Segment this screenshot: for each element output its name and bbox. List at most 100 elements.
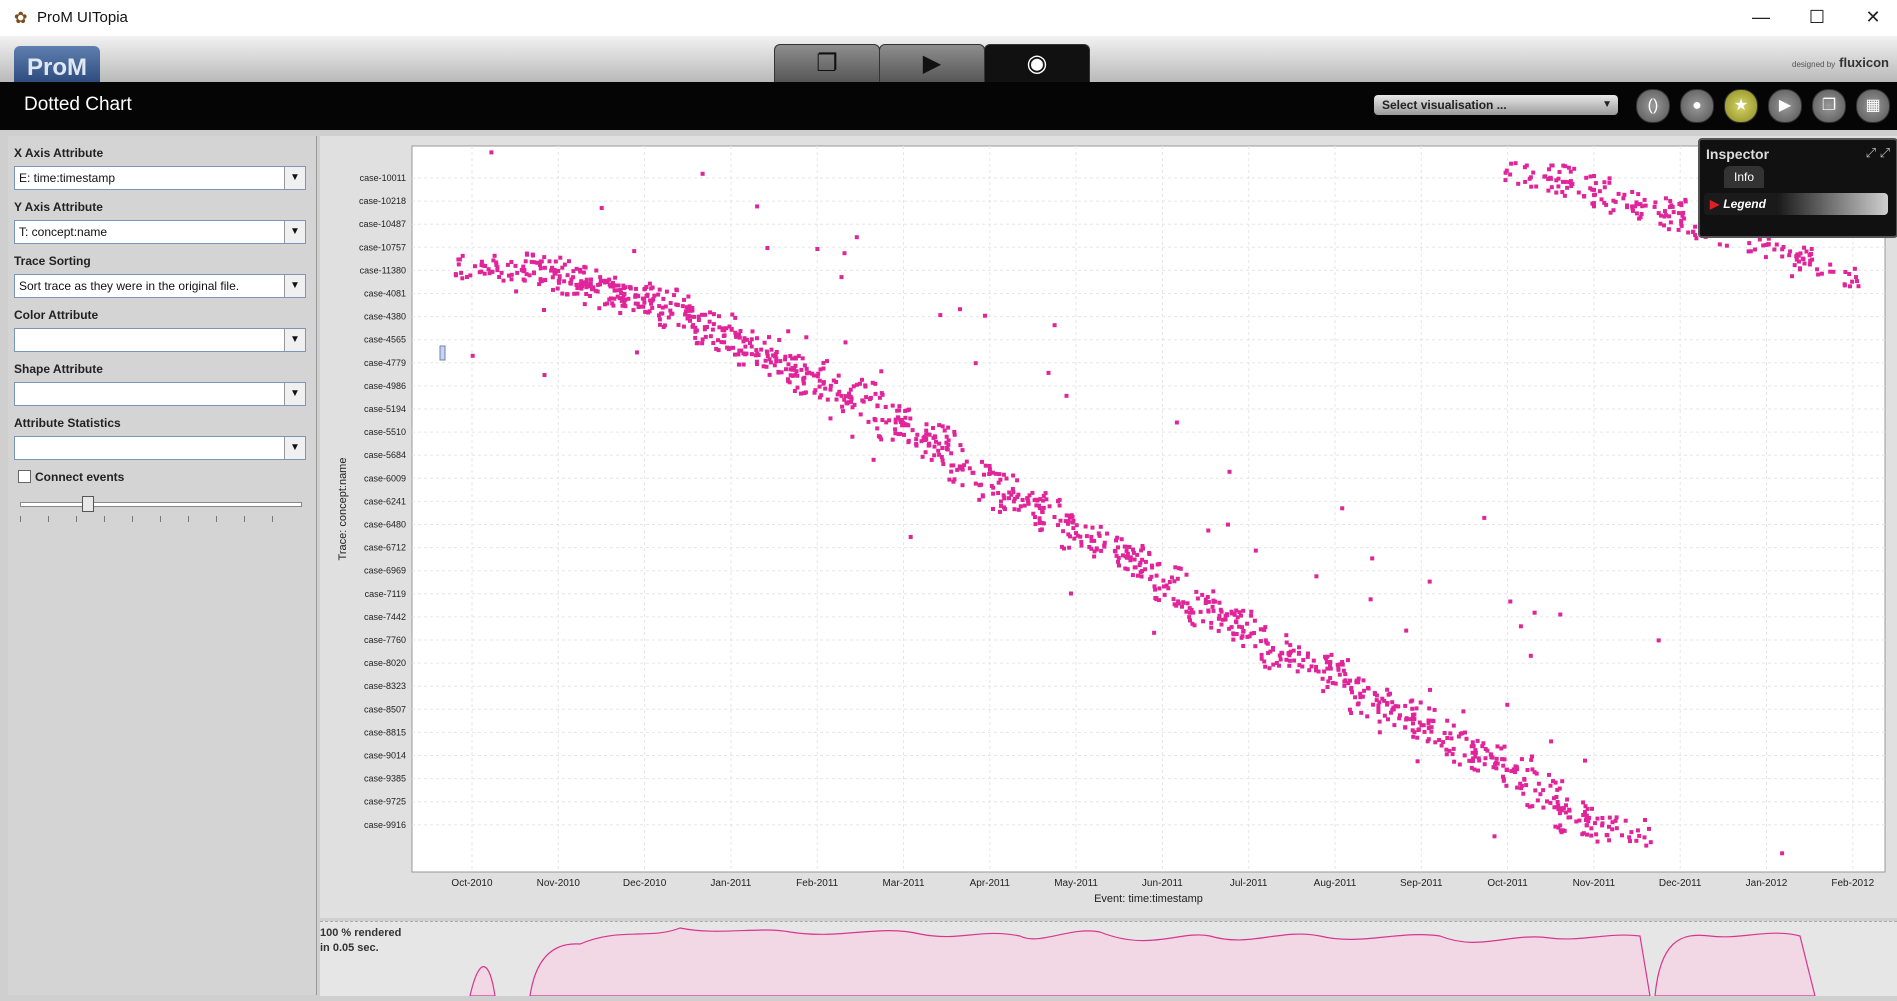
data-point	[769, 347, 774, 352]
data-point	[1012, 496, 1017, 501]
data-point	[1794, 257, 1799, 262]
data-point	[1205, 595, 1210, 599]
play-icon: ▶	[1778, 97, 1792, 114]
data-point	[1653, 200, 1658, 205]
views-tab[interactable]: ◉	[984, 44, 1090, 83]
inspector-panel[interactable]: Inspector ⤢ ⤢ Info ▶ Legend	[1698, 138, 1897, 238]
data-point	[1277, 653, 1282, 658]
data-point	[1855, 279, 1859, 284]
data-point	[1143, 567, 1148, 572]
data-point	[1062, 546, 1066, 551]
data-point	[1513, 161, 1518, 166]
parentheses-button[interactable]: ()	[1636, 89, 1670, 123]
favorite-button[interactable]: ★	[1724, 89, 1758, 123]
minimize-button[interactable]: —	[1752, 7, 1770, 27]
data-point	[1336, 667, 1341, 672]
data-point	[550, 275, 555, 280]
tab-info[interactable]: Info	[1724, 166, 1764, 188]
actions-tab[interactable]: ▶	[879, 44, 985, 83]
grid-button[interactable]: ▦	[1856, 89, 1890, 123]
data-point	[582, 282, 587, 287]
data-point	[812, 373, 816, 378]
data-point	[1636, 192, 1641, 197]
connect-events-checkbox[interactable]: Connect events	[18, 470, 124, 484]
visualisation-select[interactable]: Select visualisation ... ▼	[1374, 95, 1618, 115]
data-point	[575, 291, 580, 296]
chart-svg[interactable]: Oct-2010 Nov-2010 Dec-2010 Jan-2011 Feb-2011…	[320, 136, 1897, 918]
data-point	[1591, 201, 1596, 206]
color-attribute-select[interactable]: ▼	[14, 328, 306, 352]
close-button[interactable]: ✕	[1865, 7, 1881, 27]
x-axis-select[interactable]: E: time:timestamp ▼	[14, 166, 306, 190]
data-point	[786, 379, 791, 384]
data-point	[1185, 601, 1190, 606]
data-point	[1597, 189, 1602, 194]
data-point	[1548, 783, 1553, 788]
y-tick-label: case-10757	[359, 242, 406, 252]
legend-toggle[interactable]: ▶ Legend	[1704, 193, 1888, 215]
shape-attribute-select[interactable]: ▼	[14, 382, 306, 406]
data-point	[1211, 589, 1216, 594]
data-point	[1426, 721, 1431, 726]
plot-background	[411, 145, 1886, 873]
data-point	[1613, 818, 1618, 823]
copy-button[interactable]: ❐	[1812, 89, 1846, 123]
dotted-chart[interactable]: Oct-2010 Nov-2010 Dec-2010 Jan-2011 Feb-2011…	[320, 136, 1897, 918]
data-point	[955, 467, 960, 472]
data-point	[728, 346, 733, 351]
data-point	[1132, 557, 1137, 562]
data-point	[1481, 741, 1486, 746]
data-point	[1451, 723, 1456, 728]
data-point	[784, 367, 788, 372]
data-point	[962, 463, 967, 468]
x-tick-label: Dec-2011	[1659, 878, 1702, 889]
data-point	[505, 262, 510, 267]
data-point	[1034, 503, 1039, 508]
drop-button[interactable]: ●	[1680, 89, 1714, 123]
data-point	[549, 268, 554, 273]
data-point	[866, 419, 871, 424]
data-point	[812, 390, 817, 395]
data-point	[817, 384, 822, 389]
data-point	[1694, 236, 1699, 241]
data-point	[695, 340, 700, 345]
inspector-undock-icon[interactable]: ⤢ ⤢	[1865, 145, 1890, 160]
data-point	[1565, 797, 1570, 802]
y-tick-label: case-6712	[364, 543, 406, 553]
data-point	[1531, 170, 1536, 175]
data-point	[868, 395, 873, 400]
chevron-down-icon: ▼	[1602, 99, 1612, 110]
data-point	[1590, 806, 1594, 811]
data-point	[890, 437, 895, 442]
data-point	[1595, 839, 1600, 844]
zoom-slider[interactable]	[20, 496, 302, 522]
data-point	[1338, 662, 1343, 667]
data-point	[494, 260, 499, 265]
data-point	[858, 412, 863, 417]
workspace-tab[interactable]: ❐	[774, 44, 880, 83]
overview-minimap[interactable]: 100 % rendered in 0.05 sec.	[320, 921, 1897, 997]
data-point	[550, 265, 555, 270]
data-point	[1223, 617, 1228, 622]
data-point	[1083, 524, 1088, 529]
slider-thumb[interactable]	[82, 496, 94, 512]
data-point	[1016, 507, 1021, 512]
data-point	[804, 371, 809, 376]
data-point	[1422, 729, 1427, 734]
y-axis-select[interactable]: T: concept:name ▼	[14, 220, 306, 244]
data-point	[1410, 706, 1415, 711]
data-point	[1052, 323, 1057, 328]
maximize-button[interactable]: ☐	[1808, 7, 1826, 27]
data-point	[584, 281, 589, 286]
data-point	[538, 266, 543, 271]
data-point	[952, 477, 957, 482]
data-point	[1442, 731, 1447, 735]
data-point	[1430, 718, 1435, 723]
attribute-statistics-select[interactable]: ▼	[14, 436, 306, 460]
trace-sorting-select[interactable]: Sort trace as they were in the original …	[14, 274, 306, 298]
data-point	[895, 408, 900, 413]
play-button[interactable]: ▶	[1768, 89, 1802, 123]
data-point	[1549, 163, 1554, 168]
data-point	[1774, 242, 1779, 247]
data-point	[542, 265, 547, 270]
